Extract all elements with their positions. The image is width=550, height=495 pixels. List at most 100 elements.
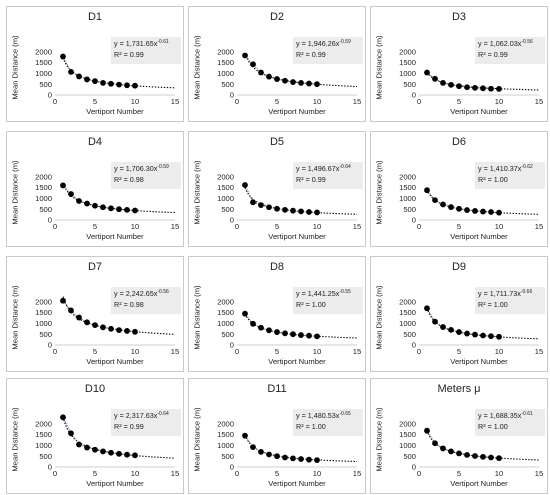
- x-tick-label: 10: [495, 469, 503, 478]
- equation-box: y = 1,688.35x-0.61 R² = 1.00: [475, 409, 545, 436]
- r-squared: R² = 1.00: [478, 300, 508, 309]
- equation-box: y = 1,410.37x-0.62 R² = 1.00: [475, 162, 545, 189]
- x-axis-label: Vertiport Number: [86, 232, 144, 241]
- data-point: [306, 456, 312, 463]
- data-point: [258, 324, 264, 331]
- x-tick-label: 15: [171, 469, 179, 478]
- chart-title: D9: [451, 261, 467, 273]
- x-tick-label: 0: [53, 222, 57, 231]
- fit-coefficient: y = 2,242.65x: [114, 289, 158, 298]
- data-point: [456, 205, 462, 212]
- y-tick-label: 500: [403, 330, 416, 339]
- data-point: [440, 80, 446, 86]
- x-tick-label: 10: [495, 97, 503, 106]
- x-tick-label: 0: [417, 469, 421, 478]
- x-axis-label: Vertiport Number: [268, 357, 326, 366]
- data-point: [480, 85, 486, 92]
- data-point: [100, 448, 106, 455]
- fit-coefficient: y = 1,706.30x: [114, 164, 158, 173]
- data-point: [456, 450, 462, 457]
- data-point: [448, 448, 454, 455]
- x-axis-label: Vertiport Number: [268, 232, 326, 241]
- data-point: [60, 297, 66, 304]
- chart-title: D5: [269, 136, 285, 148]
- chart-panel: 0 500 1000 1500 2000 0 5 10 15 D10 y = 2,317.63x-0…: [6, 378, 184, 494]
- y-tick-label: 1500: [217, 183, 234, 192]
- data-point: [132, 207, 138, 214]
- chart-title: D8: [269, 261, 285, 273]
- data-point: [116, 81, 122, 88]
- series-line: [62, 56, 136, 87]
- y-tick-label: 500: [39, 330, 52, 339]
- data-point: [424, 427, 430, 434]
- y-tick-label: 1000: [399, 69, 416, 78]
- x-tick-label: 5: [457, 97, 461, 106]
- y-tick-label: 2000: [399, 297, 416, 306]
- data-point: [448, 326, 454, 333]
- fit-coefficient: y = 1,062.03x: [478, 39, 522, 48]
- y-tick-label: 500: [221, 205, 234, 214]
- data-point: [100, 324, 106, 331]
- y-tick-label: 2000: [217, 47, 234, 56]
- x-tick-label: 15: [535, 469, 543, 478]
- x-tick-label: 0: [417, 97, 421, 106]
- data-point: [496, 333, 502, 340]
- data-point: [60, 414, 66, 421]
- x-axis-label: Vertiport Number: [450, 357, 508, 366]
- x-tick-label: 5: [275, 347, 279, 356]
- data-point: [464, 452, 470, 458]
- fit-exponent: -0.66: [520, 289, 533, 295]
- data-point: [266, 204, 272, 211]
- y-tick-label: 500: [221, 80, 234, 89]
- x-tick-label: 5: [93, 222, 97, 231]
- x-tick-label: 15: [535, 222, 543, 231]
- y-axis-label: Mean Distance (m): [374, 160, 384, 225]
- equation-box: y = 1,441.25x-0.55 R² = 1.00: [293, 287, 363, 314]
- equation-box: y = 1,062.03x-0.56 R² = 0.99: [475, 37, 545, 64]
- x-tick-label: 10: [313, 97, 321, 106]
- data-point: [274, 76, 280, 82]
- data-point: [464, 207, 470, 213]
- y-tick-label: 500: [403, 452, 416, 461]
- data-point: [132, 82, 138, 89]
- y-axis-label: Mean Distance (m): [10, 160, 20, 225]
- y-tick-label: 1500: [399, 183, 416, 192]
- data-point: [76, 198, 82, 204]
- equation-box: y = 1,496.67x-0.64 R² = 0.99: [293, 162, 363, 189]
- data-point: [84, 76, 90, 83]
- data-point: [76, 441, 82, 448]
- data-point: [84, 319, 90, 326]
- chart-panel: 0 500 1000 1500 2000 0 5 10 15 D4 y = 1,706.30x-0.…: [6, 131, 184, 247]
- y-axis-label: Mean Distance (m): [192, 407, 202, 472]
- y-tick-label: 2000: [35, 172, 52, 181]
- fit-exponent: -0.56: [157, 289, 169, 295]
- x-axis-label: Vertiport Number: [268, 107, 326, 116]
- data-point: [480, 332, 486, 339]
- fit-equation: y = 1,946.26x-0.59: [296, 37, 363, 49]
- data-point: [132, 452, 138, 459]
- x-tick-label: 0: [53, 97, 57, 106]
- y-tick-label: 1500: [399, 308, 416, 317]
- data-point: [290, 207, 296, 214]
- data-point: [108, 325, 114, 332]
- x-tick-label: 5: [275, 469, 279, 478]
- y-tick-label: 1000: [217, 69, 234, 78]
- x-tick-label: 5: [93, 469, 97, 478]
- y-tick-label: 1000: [217, 441, 234, 450]
- x-tick-label: 0: [235, 469, 239, 478]
- data-point: [108, 205, 114, 212]
- data-point: [440, 324, 446, 330]
- y-tick-label: 1500: [399, 430, 416, 439]
- data-point: [250, 199, 256, 206]
- data-point: [92, 322, 98, 329]
- x-tick-label: 10: [313, 222, 321, 231]
- fit-equation: y = 1,441.25x-0.55: [296, 287, 363, 299]
- x-tick-label: 0: [53, 347, 57, 356]
- data-point: [472, 208, 478, 214]
- data-point: [242, 432, 248, 439]
- chart-panel: 0 500 1000 1500 2000 0 5 10 15 D1 y = 1,731.65x-0.…: [6, 6, 184, 122]
